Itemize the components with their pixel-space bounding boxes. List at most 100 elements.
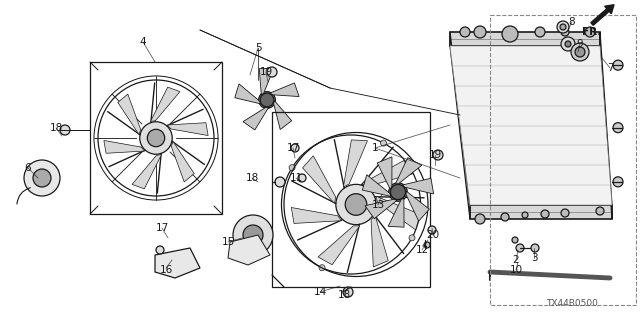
Polygon shape: [270, 83, 299, 97]
Text: 16: 16: [159, 265, 173, 275]
Circle shape: [424, 242, 430, 248]
Circle shape: [557, 21, 569, 33]
Circle shape: [565, 41, 571, 47]
Polygon shape: [259, 68, 274, 95]
Polygon shape: [172, 141, 194, 182]
Polygon shape: [243, 108, 269, 130]
Text: 20: 20: [426, 230, 440, 240]
Text: 1: 1: [372, 143, 378, 153]
Polygon shape: [104, 140, 145, 153]
Circle shape: [381, 140, 387, 146]
Polygon shape: [396, 158, 422, 184]
Circle shape: [343, 287, 353, 297]
Circle shape: [460, 27, 470, 37]
Circle shape: [502, 26, 518, 42]
Circle shape: [613, 123, 623, 133]
Text: 2: 2: [513, 255, 519, 265]
Polygon shape: [362, 161, 413, 186]
Circle shape: [596, 207, 604, 215]
Polygon shape: [344, 140, 367, 187]
Circle shape: [147, 129, 164, 147]
Text: 17: 17: [286, 143, 300, 153]
Polygon shape: [150, 87, 180, 122]
Bar: [490, 15, 636, 305]
Circle shape: [260, 93, 274, 107]
Polygon shape: [274, 101, 292, 130]
Text: 18: 18: [49, 123, 63, 133]
Text: 12: 12: [415, 245, 429, 255]
Circle shape: [613, 177, 623, 187]
Polygon shape: [362, 175, 391, 196]
Circle shape: [560, 24, 566, 30]
Circle shape: [336, 184, 376, 225]
Text: 3: 3: [531, 253, 538, 263]
Polygon shape: [403, 178, 434, 194]
Circle shape: [501, 213, 509, 221]
Circle shape: [390, 184, 406, 200]
Text: 17: 17: [156, 223, 168, 233]
Circle shape: [243, 225, 263, 245]
Text: 8: 8: [569, 17, 575, 27]
Circle shape: [561, 28, 569, 36]
Circle shape: [512, 237, 518, 243]
Circle shape: [561, 209, 569, 217]
Polygon shape: [470, 205, 612, 219]
Polygon shape: [376, 196, 420, 230]
Text: 11: 11: [289, 173, 303, 183]
Text: 15: 15: [221, 237, 235, 247]
Circle shape: [275, 177, 285, 187]
Text: TX44B0500: TX44B0500: [546, 299, 598, 308]
Text: 10: 10: [509, 265, 523, 275]
Circle shape: [474, 26, 486, 38]
Polygon shape: [235, 84, 260, 104]
Text: 4: 4: [140, 37, 147, 47]
Circle shape: [24, 160, 60, 196]
Polygon shape: [303, 156, 336, 204]
Polygon shape: [450, 32, 470, 219]
Text: 19: 19: [259, 67, 273, 77]
Circle shape: [531, 244, 539, 252]
Polygon shape: [600, 32, 612, 219]
Polygon shape: [450, 46, 612, 205]
Circle shape: [516, 244, 524, 252]
Circle shape: [140, 122, 172, 154]
Circle shape: [522, 212, 528, 218]
Polygon shape: [228, 235, 270, 265]
Text: 18: 18: [337, 290, 351, 300]
Polygon shape: [168, 123, 208, 136]
Circle shape: [433, 150, 443, 160]
Circle shape: [428, 226, 436, 234]
Text: 14: 14: [314, 287, 326, 297]
Polygon shape: [365, 199, 397, 219]
Polygon shape: [155, 248, 200, 278]
Polygon shape: [371, 215, 388, 267]
Polygon shape: [377, 157, 392, 189]
Circle shape: [409, 235, 415, 241]
Circle shape: [561, 37, 575, 51]
Polygon shape: [291, 207, 342, 223]
Circle shape: [571, 43, 589, 61]
Circle shape: [33, 169, 51, 187]
Text: 9: 9: [577, 39, 583, 49]
Text: 18: 18: [245, 173, 259, 183]
Circle shape: [289, 165, 295, 171]
Circle shape: [319, 265, 325, 271]
Bar: [272, 112, 430, 287]
Circle shape: [298, 174, 306, 182]
Polygon shape: [406, 191, 429, 221]
Circle shape: [259, 92, 275, 108]
Polygon shape: [318, 226, 360, 265]
Text: FR.: FR.: [582, 27, 602, 37]
Text: 7: 7: [607, 63, 613, 73]
Text: 5: 5: [255, 43, 261, 53]
Circle shape: [233, 215, 273, 255]
Circle shape: [388, 183, 407, 201]
Polygon shape: [118, 94, 141, 134]
Bar: [90, 62, 222, 214]
Circle shape: [345, 194, 367, 215]
Circle shape: [613, 60, 623, 70]
Text: 6: 6: [25, 163, 31, 173]
Circle shape: [575, 47, 585, 57]
Circle shape: [585, 27, 595, 37]
Circle shape: [291, 144, 299, 152]
